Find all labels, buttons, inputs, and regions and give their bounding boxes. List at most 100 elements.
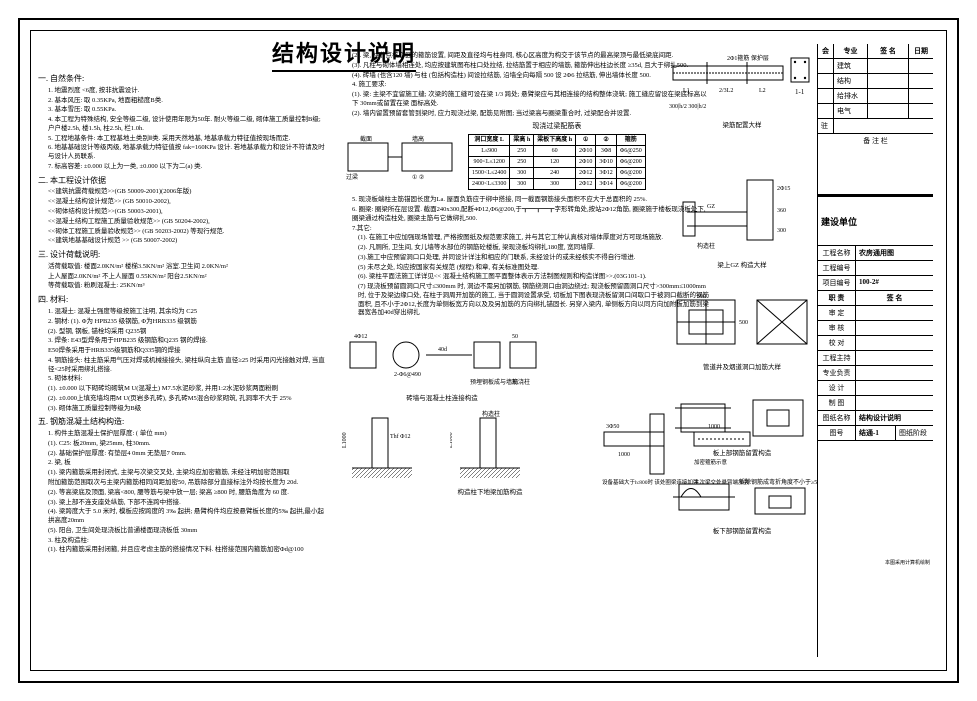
note-line: (2). 墙内留置预留套管到梁时, 应力现浇过梁, 配筋见附图; 当过梁高与圈梁…: [352, 110, 712, 119]
note-line: 2. 梁, 板: [48, 459, 328, 468]
note-line: (3). 砌体施工质量控制等级为B级: [48, 405, 328, 414]
beam-rebar-detail: 2Φ1箍筋 保护层 L1 2/3L2 L2 300|h/2 300|h/2 1-…: [667, 50, 817, 129]
note-line: (3). 梁上部不连支座处纵筋, 下部不连跨中搭接.: [48, 499, 328, 508]
sec4-head: 四. 材料:: [38, 295, 328, 306]
sec1-head: 一. 自然条件:: [38, 74, 328, 85]
note-line: (4). 砖墙 (也含120 墙) 与柱 (包括构造柱) 间设拉结筋, 沿墙全向…: [352, 72, 712, 81]
tb-zhu: 驻: [818, 119, 933, 134]
tb-sig-row: 制 图: [818, 396, 933, 411]
tb-sig-row: 设 计: [818, 381, 933, 396]
outer-frame: 结构设计说明 一. 自然条件: 1. 地震烈度 <6度, 按非抗震设计.2. 基…: [18, 18, 959, 683]
sec3-head: 三. 设计荷载说明:: [38, 250, 328, 261]
note-line: 3. 焊条: E43型焊条用于HPB235 级钢筋和Q235 钢的焊接.: [48, 337, 328, 346]
svg-text:500: 500: [739, 320, 748, 326]
note-line: <<混凝土结构工程施工质量验收规范>> (GB 50204-2002),: [48, 218, 328, 227]
note-line: <<建筑地基基础设计规范 >> (GB 50007-2002): [48, 237, 328, 246]
notes-col-1: 一. 自然条件: 1. 地震烈度 <6度, 按非抗震设计.2. 基本风压: 取 …: [38, 70, 328, 556]
note-line: <<砌体结构设计规范>>(GB 50003-2001),: [48, 208, 328, 217]
note-line: 2. 基本风压: 取 0.35KPa, 地面粗糙度B类.: [48, 97, 328, 106]
rebar-table-title: 现浇过梁配筋表: [468, 122, 646, 131]
note-line: 等荷载取值: 粉刷混凝土: 25KN/m³: [48, 282, 328, 291]
note-line: (3). 凡柱与砌体墙相连处, 均应按建筑图布柱口处拉结, 拉结筋置于相应的墙筋…: [352, 62, 712, 71]
note-line: 5. 砌体材料:: [48, 375, 328, 384]
note-line: 7.其它:: [352, 225, 712, 234]
svg-text:截面: 截面: [360, 135, 372, 143]
tb-foot: 本图采用计算机绘制: [818, 557, 933, 568]
note-line: (2). 凡厕所, 卫生间, 女儿墙等水部位的钢筋砼楼板, 梁现浇板均绑扎180…: [358, 244, 712, 253]
svg-text:现浇柱: 现浇柱: [512, 378, 530, 386]
svg-text:2/3L2: 2/3L2: [719, 88, 733, 94]
note-line: (3).施工中应预留洞口口处理, 并同设计详注和相应的门联系, 未经设计的或未经…: [358, 254, 712, 263]
note-line: 附加箍筋范围取次与主梁内箍筋相同间距加密50, 吊筋除部分直接标注外均按长度为 …: [48, 479, 328, 488]
svg-text:1-1: 1-1: [795, 88, 805, 96]
beam-rebar-caption: 梁筋配置大样: [667, 119, 817, 129]
brick-wall-diagram: 4Φ12 2-Φ6@490 40d 50 预埋钢板成与墙筋 现浇柱 砖墙与混凝土…: [342, 324, 542, 404]
svg-text:4Φ12: 4Φ12: [354, 334, 367, 340]
tb-discipline-row: 建筑: [818, 59, 933, 74]
svg-text:50: 50: [512, 334, 518, 340]
tb-sheet: 图号结通-1图纸阶段: [818, 426, 933, 441]
svg-text:L1: L1: [683, 88, 690, 94]
title-block: 会 专业 签 名 日期 建筑结构给排水电气 驻 备 注 栏 建设单位 工程名称农…: [817, 44, 933, 657]
col-beam-diagram-1: L1000 Thf Φ12: [342, 408, 432, 498]
rebar-table: 洞口宽度 L梁高 h梁板下高度 h①②箍筋L≤900250602Φ103Φ8Φ6…: [468, 134, 646, 190]
lintel-section-diagram: 截面 过梁 墙高 ① ②: [342, 133, 462, 181]
note-line: 5. 工程地基条件: 本工程基地土类别Ⅱ类. 采用天然地基, 地基承载力特征值按…: [48, 135, 328, 144]
pipe-opening-detail: 500 500 管道井及烟道洞口加筋大样: [667, 290, 817, 371]
col-beam-caption: 构造柱下地梁加筋构造: [400, 489, 580, 498]
note-line: (1). 柱内箍筋采用封闭箍, 并且应考虑主筋的搭接情况下料. 柱搭接范围内箍筋…: [48, 546, 328, 555]
drawing-sheet: 结构设计说明 一. 自然条件: 1. 地震烈度 <6度, 按非抗震设计.2. 基…: [0, 0, 977, 701]
svg-text:2-Φ6@490: 2-Φ6@490: [394, 372, 421, 378]
tb-discipline-row: 结构: [818, 74, 933, 89]
tb-notes: [818, 441, 933, 557]
note-line: (2). 梁, 柱节点核心区的箍筋设置, 间距及直径均与柱身同, 核心区高度为构…: [352, 52, 712, 61]
svg-text:Thf Φ12: Thf Φ12: [390, 433, 411, 440]
tb-jianshe: 建设单位: [818, 195, 933, 246]
sec5-head: 五. 钢筋混凝土结构构造:: [38, 417, 328, 428]
tb-item: 项目编号100-2#: [818, 276, 933, 291]
svg-text:L1000: L1000: [342, 432, 348, 448]
note-line: 5. 现浇板端柱主筋锚固长度为La. 屋面负筋应于绑中搭接, 同一截面钢筋接头面…: [352, 196, 712, 205]
gz-caption: 梁上GZ 构造大样: [667, 259, 817, 269]
svg-text:墙高: 墙高: [412, 135, 424, 143]
note-line: 6. 地基基础设计等级丙级, 地基承载力特征值按 fak=160KPa 设计. …: [48, 144, 328, 162]
svg-text:L2: L2: [759, 88, 766, 94]
slab-bot-caption: 板下部钢筋留置构造: [667, 525, 817, 535]
note-line: (5) 未尽之处, 均应按国家有关规范 (规程) 和章, 有关标准图处理.: [358, 264, 712, 273]
tb-sig-row: 专业负责: [818, 366, 933, 381]
svg-text:2Φ1箍筋 保护层: 2Φ1箍筋 保护层: [727, 54, 769, 62]
note-line: 4. 施工要求:: [352, 81, 712, 90]
note-line: 4. 钢筋接头: 柱主筋采用气压对焊或机械接接头, 梁柱纵向主筋 直径≥25 时…: [48, 357, 328, 375]
svg-text:① ②: ① ②: [412, 174, 424, 181]
svg-text:拆除钢筋成弯折角度不小于≥5d: 拆除钢筋成弯折角度不小于≥5d: [739, 478, 817, 486]
svg-text:构造柱: 构造柱: [697, 242, 715, 250]
gz-detail: 2Φ15 360 300 GZ 构造柱 梁上GZ 构造大样: [667, 172, 817, 269]
tb-discipline-row: 给排水: [818, 89, 933, 104]
svg-text:1000: 1000: [618, 452, 630, 458]
sec2-head: 二. 本工程设计依据: [38, 176, 328, 187]
note-line: 活荷载取值: 楼面2.0KN/m² 楼梯3.5KN/m² 浴室.卫生间 2.0K…: [48, 263, 328, 272]
tb-beizhu: 备 注 栏: [818, 134, 933, 195]
tb-dwgname: 图纸名称结构设计说明: [818, 411, 933, 426]
tb-sig-head: 职 责签 名: [818, 291, 933, 306]
svg-text:L1000: L1000: [450, 432, 454, 448]
note-line: <<混凝土结构设计规范>> (GB 50010-2002),: [48, 198, 328, 207]
note-line: (1). 梁: 主梁不宜留施工缝; 次梁的施工缝可设在梁 1/3 跨处; 悬臂梁…: [352, 91, 712, 109]
note-line: 3. 基本雪压: 取 0.55KPa.: [48, 106, 328, 115]
note-line: (6). 梁柱平面法施工详详见<< 混凝土结构施工图平面整体表示方法制图规则和构…: [358, 273, 712, 282]
svg-text:500: 500: [697, 294, 706, 300]
note-line: 2. 钢材: (1). Φ为 HPB235 级钢筋, Φ为HRB335 级钢筋: [48, 318, 328, 327]
svg-text:过梁: 过梁: [346, 173, 358, 181]
slab-bot-hole: 拆除钢筋成弯折角度不小于≥5d 板下部钢筋留置构造: [667, 464, 817, 535]
note-line: 1. 混凝土: 混凝土强度等级按施工注明, 其余均为 C25: [48, 308, 328, 317]
tb-proj: 工程名称农房通用图: [818, 246, 933, 261]
note-line: (2). 型钢, 钢板, 锚栓均采用 Q235钢: [48, 328, 328, 337]
pipe-caption: 管道井及烟道洞口加筋大样: [667, 361, 817, 371]
note-line: E50焊条采用于HRB335级钢筋和Q335钢的焊接: [48, 347, 328, 356]
svg-text:40d: 40d: [438, 347, 447, 353]
note-line: 1. 构件主筋混凝土保护层厚度: ( 单位 mm): [48, 430, 328, 439]
note-line: (1). ±0.000 以下砌砖均砌筑M U(混凝土) M7.5水泥砂浆, 并用…: [48, 385, 328, 394]
tb-header: 会 专业 签 名 日期: [818, 44, 933, 59]
note-line: <<建筑抗震荷载规范>>(GB 50009-2001)(2006年版): [48, 188, 328, 197]
tb-discipline-row: 电气: [818, 104, 933, 119]
